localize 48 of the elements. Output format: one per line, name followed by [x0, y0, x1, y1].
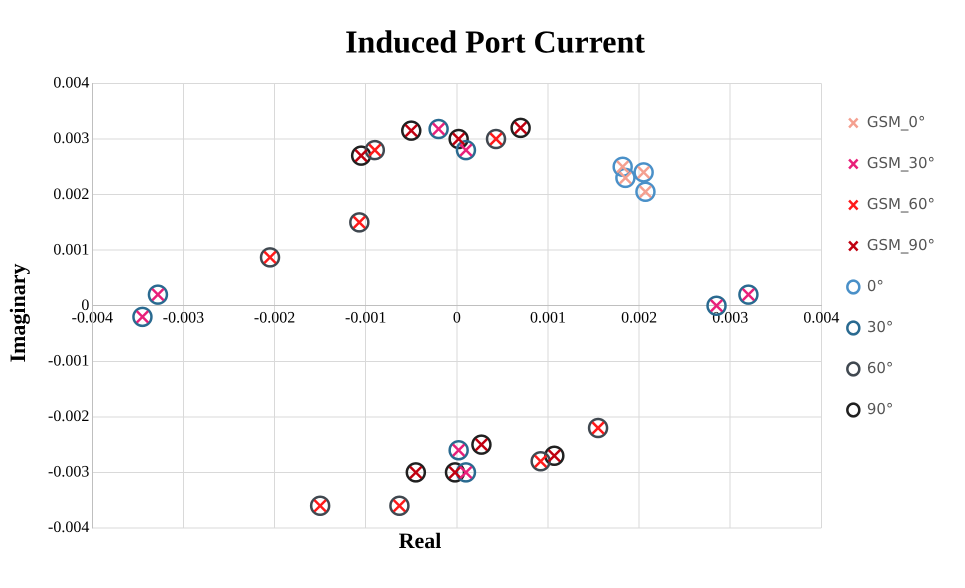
- legend-label: 60°: [866, 358, 894, 377]
- x-tick-label: 0.004: [803, 310, 840, 327]
- x-tick-label: -0.002: [254, 310, 296, 327]
- point: [588, 418, 608, 438]
- x-tick-label: 0.003: [712, 310, 748, 327]
- x-tick-label: 0.002: [621, 310, 658, 327]
- point: [349, 212, 370, 233]
- point: [132, 306, 153, 328]
- chart-title: Induced Port Current: [345, 23, 646, 60]
- point: [148, 284, 168, 305]
- point: [530, 451, 551, 472]
- y-tick-label: -0.001: [48, 352, 90, 370]
- legend-label: 30°: [866, 318, 894, 336]
- legend-label: GSM_30°: [866, 154, 936, 172]
- x-axis-title: Real: [398, 528, 442, 553]
- x-tick-label: 0.001: [530, 310, 566, 327]
- x-tick-label: -0.004: [72, 310, 113, 327]
- x-tick-label: 0: [452, 310, 461, 327]
- point: [260, 247, 280, 268]
- point: [310, 496, 330, 516]
- legend-label: 90°: [866, 400, 894, 418]
- legend-label: GSM_0°: [866, 112, 926, 131]
- point: [406, 462, 426, 483]
- point: [510, 118, 531, 138]
- y-tick-label: -0.004: [48, 519, 90, 536]
- x-tick-label: -0.003: [162, 310, 204, 327]
- legend-label: 0°: [866, 276, 884, 295]
- y-tick-label: 0.002: [53, 186, 90, 203]
- y-tick-label: 0.001: [53, 241, 90, 258]
- x-tick-label: -0.001: [345, 310, 386, 327]
- point: [633, 162, 654, 183]
- legend-label: GSM_60°: [866, 194, 936, 213]
- point: [389, 496, 410, 516]
- point: [428, 118, 449, 140]
- point: [448, 440, 469, 460]
- legend-label: GSM_90°: [866, 236, 936, 254]
- point: [364, 140, 386, 160]
- point: [401, 120, 422, 141]
- y-axis-title: Imaginary: [5, 262, 31, 364]
- point: [456, 140, 476, 160]
- point: [635, 182, 656, 202]
- y-tick-label: -0.002: [48, 408, 90, 426]
- point: [486, 128, 506, 150]
- y-tick-label: 0.004: [53, 74, 90, 92]
- point: [738, 284, 759, 305]
- y-tick-label: -0.003: [48, 464, 90, 481]
- point: [471, 434, 492, 455]
- y-tick-label: 0.003: [53, 130, 90, 148]
